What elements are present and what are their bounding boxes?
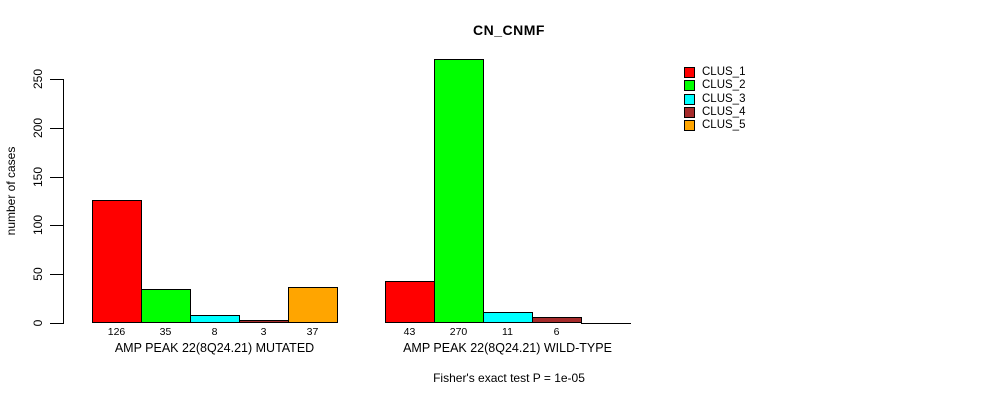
y-tick — [50, 128, 63, 129]
legend-item: CLUS_1 — [684, 66, 746, 78]
legend-label: CLUS_3 — [702, 93, 746, 105]
legend-label: CLUS_1 — [702, 66, 746, 78]
bar-clus_1 — [385, 281, 435, 323]
bar-clus_5-zero — [581, 323, 631, 324]
y-tick-label: 150 — [31, 166, 45, 188]
bar-value-label: 126 — [107, 326, 126, 338]
bar-value-label: 35 — [159, 326, 172, 338]
chart-title: CN_CNMF — [473, 22, 545, 38]
bar-value-label: 11 — [502, 326, 513, 338]
footnote: Fisher's exact test P = 1e-05 — [433, 371, 585, 385]
legend-item: CLUS_2 — [684, 79, 746, 91]
y-tick-label: 50 — [31, 267, 45, 281]
y-tick-label: 250 — [31, 68, 45, 90]
legend-swatch-clus_5 — [684, 120, 695, 131]
bar-value-label: 43 — [403, 326, 416, 338]
legend-label: CLUS_4 — [702, 106, 746, 118]
legend-swatch-clus_4 — [684, 107, 695, 118]
y-axis-label: number of cases — [4, 146, 18, 236]
y-tick-label: 100 — [31, 214, 45, 236]
legend-label: CLUS_5 — [702, 119, 746, 131]
y-tick — [50, 79, 63, 80]
bar-value-label: 37 — [306, 326, 319, 338]
y-tick-label: 0 — [31, 319, 45, 327]
bar-clus_4 — [239, 320, 289, 323]
legend-swatch-clus_2 — [684, 80, 695, 91]
x-category-label: AMP PEAK 22(8Q24.21) MUTATED — [114, 341, 315, 355]
legend-item: CLUS_3 — [684, 93, 746, 105]
bar-value-label: 8 — [211, 326, 218, 338]
x-category-label: AMP PEAK 22(8Q24.21) WILD-TYPE — [403, 341, 612, 355]
bar-value-label: 6 — [553, 326, 560, 338]
bar-clus_3 — [483, 312, 533, 323]
legend-item: CLUS_4 — [684, 106, 746, 118]
y-tick-label: 200 — [31, 117, 45, 139]
y-tick — [50, 177, 63, 178]
bar-clus_2 — [434, 59, 484, 323]
legend-label: CLUS_2 — [702, 79, 746, 91]
legend-swatch-clus_3 — [684, 94, 695, 105]
y-tick — [50, 225, 63, 226]
legend-item: CLUS_5 — [684, 119, 746, 131]
y-tick — [50, 274, 63, 275]
legend-swatch-clus_1 — [684, 67, 695, 78]
bar-clus_5 — [288, 287, 338, 323]
y-tick — [50, 323, 63, 324]
bar-clus_2 — [141, 289, 191, 323]
y-axis-line — [63, 79, 64, 324]
bar-clus_1 — [92, 200, 142, 323]
bar-clus_4 — [532, 317, 582, 323]
bar-value-label: 3 — [260, 326, 267, 338]
bar-clus_3 — [190, 315, 240, 323]
bar-value-label: 270 — [449, 326, 468, 338]
